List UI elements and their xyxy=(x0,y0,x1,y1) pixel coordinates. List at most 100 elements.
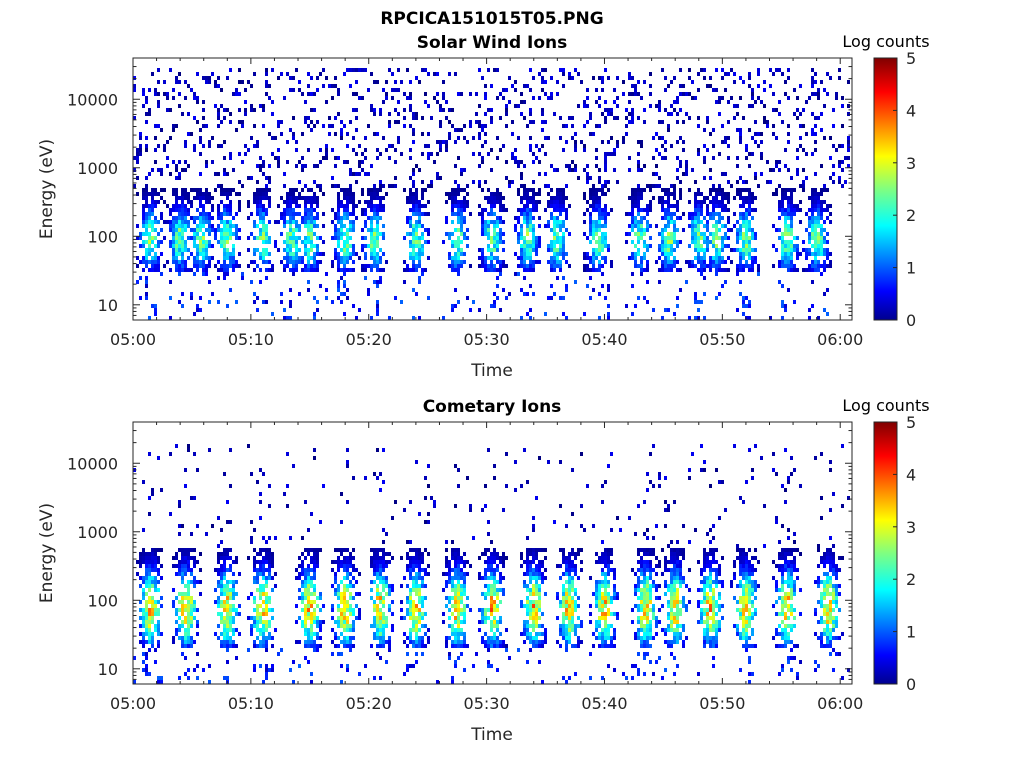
spectrogram-cell xyxy=(154,228,157,232)
spectrogram-cell xyxy=(241,124,244,128)
spectrogram-cell xyxy=(301,132,304,136)
spectrogram-cell xyxy=(796,116,799,120)
spectrogram-cell xyxy=(274,584,277,588)
spectrogram-cell xyxy=(496,220,499,224)
spectrogram-cell xyxy=(181,604,184,608)
spectrogram-cell xyxy=(223,228,226,232)
spectrogram-cell xyxy=(652,156,655,160)
spectrogram-cell xyxy=(712,128,715,132)
spectrogram-cell xyxy=(457,272,460,276)
spectrogram-cell xyxy=(478,204,481,208)
spectrogram-cell xyxy=(298,228,301,232)
spectrogram-cell xyxy=(223,644,226,648)
spectrogram-cell xyxy=(181,304,184,308)
spectrogram-cell xyxy=(382,268,385,272)
spectrogram-cell xyxy=(343,588,346,592)
spectrogram-cell xyxy=(178,300,181,304)
spectrogram-cell xyxy=(556,236,559,240)
spectrogram-cell xyxy=(448,236,451,240)
spectrogram-cell xyxy=(790,188,793,192)
spectrogram-cell xyxy=(730,260,733,264)
spectrogram-cell xyxy=(358,612,361,616)
spectrogram-cell xyxy=(748,252,751,256)
spectrogram-cell xyxy=(394,296,397,300)
spectrogram-cell xyxy=(256,308,259,312)
spectrogram-cell xyxy=(682,212,685,216)
spectrogram-cell xyxy=(847,140,850,144)
spectrogram-cell xyxy=(304,632,307,636)
spectrogram-cell xyxy=(349,560,352,564)
spectrogram-cell xyxy=(739,256,742,260)
spectrogram-cell xyxy=(598,228,601,232)
spectrogram-cell xyxy=(700,232,703,236)
spectrogram-cell xyxy=(202,192,205,196)
spectrogram-cell xyxy=(181,204,184,208)
spectrogram-cell xyxy=(757,268,760,272)
spectrogram-cell xyxy=(691,212,694,216)
spectrogram-cell xyxy=(202,260,205,264)
spectrogram-cell xyxy=(346,608,349,612)
spectrogram-cell xyxy=(256,580,259,584)
spectrogram-cell xyxy=(316,560,319,564)
spectrogram-cell xyxy=(601,184,604,188)
spectrogram-cell xyxy=(133,656,136,660)
spectrogram-cell xyxy=(349,68,352,72)
spectrogram-cell xyxy=(346,588,349,592)
spectrogram-cell xyxy=(193,556,196,560)
spectrogram-cell xyxy=(412,196,415,200)
spectrogram-cell xyxy=(796,148,799,152)
spectrogram-cell xyxy=(181,580,184,584)
spectrogram-cell xyxy=(325,288,328,292)
spectrogram-cell xyxy=(154,160,157,164)
spectrogram-cell xyxy=(430,152,433,156)
spectrogram-cell xyxy=(142,528,145,532)
spectrogram-cell xyxy=(304,236,307,240)
spectrogram-cell xyxy=(703,264,706,268)
spectrogram-cell xyxy=(316,216,319,220)
spectrogram-cell xyxy=(268,176,271,180)
spectrogram-cell xyxy=(157,588,160,592)
spectrogram-cell xyxy=(346,460,349,464)
spectrogram-cell xyxy=(538,240,541,244)
spectrogram-cell xyxy=(529,244,532,248)
spectrogram-cell xyxy=(421,192,424,196)
spectrogram-cell xyxy=(184,224,187,228)
spectrogram-cell xyxy=(154,608,157,612)
spectrogram-cell xyxy=(727,256,730,260)
spectrogram-cell xyxy=(556,252,559,256)
spectrogram-cell xyxy=(343,280,346,284)
spectrogram-cell xyxy=(520,232,523,236)
spectrogram-cell xyxy=(310,604,313,608)
spectrogram-cell xyxy=(805,132,808,136)
spectrogram-cell xyxy=(304,196,307,200)
spectrogram-cell xyxy=(526,312,529,316)
spectrogram-cell xyxy=(256,560,259,564)
spectrogram-cell xyxy=(646,204,649,208)
spectrogram-cell xyxy=(670,184,673,188)
spectrogram-cell xyxy=(637,208,640,212)
spectrogram-cell xyxy=(697,240,700,244)
spectrogram-cell xyxy=(751,152,754,156)
spectrogram-cell xyxy=(820,272,823,276)
spectrogram-cell xyxy=(241,184,244,188)
spectrogram-cell xyxy=(244,112,247,116)
spectrogram-cell xyxy=(454,268,457,272)
spectrogram-cell xyxy=(655,184,658,188)
spectrogram-cell xyxy=(349,244,352,248)
spectrogram-cell xyxy=(256,192,259,196)
spectrogram-cell xyxy=(235,212,238,216)
spectrogram-cell xyxy=(790,204,793,208)
spectrogram-cell xyxy=(340,256,343,260)
spectrogram-cell xyxy=(322,124,325,128)
spectrogram-cell xyxy=(340,200,343,204)
spectrogram-cell xyxy=(829,156,832,160)
spectrogram-cell xyxy=(310,636,313,640)
spectrogram-cell xyxy=(361,228,364,232)
spectrogram-cell xyxy=(700,268,703,272)
spectrogram-cell xyxy=(313,296,316,300)
spectrogram-cell xyxy=(157,640,160,644)
spectrogram-cell xyxy=(565,288,568,292)
spectrogram-cell xyxy=(304,200,307,204)
spectrogram-cell xyxy=(403,268,406,272)
spectrogram-cell xyxy=(502,240,505,244)
